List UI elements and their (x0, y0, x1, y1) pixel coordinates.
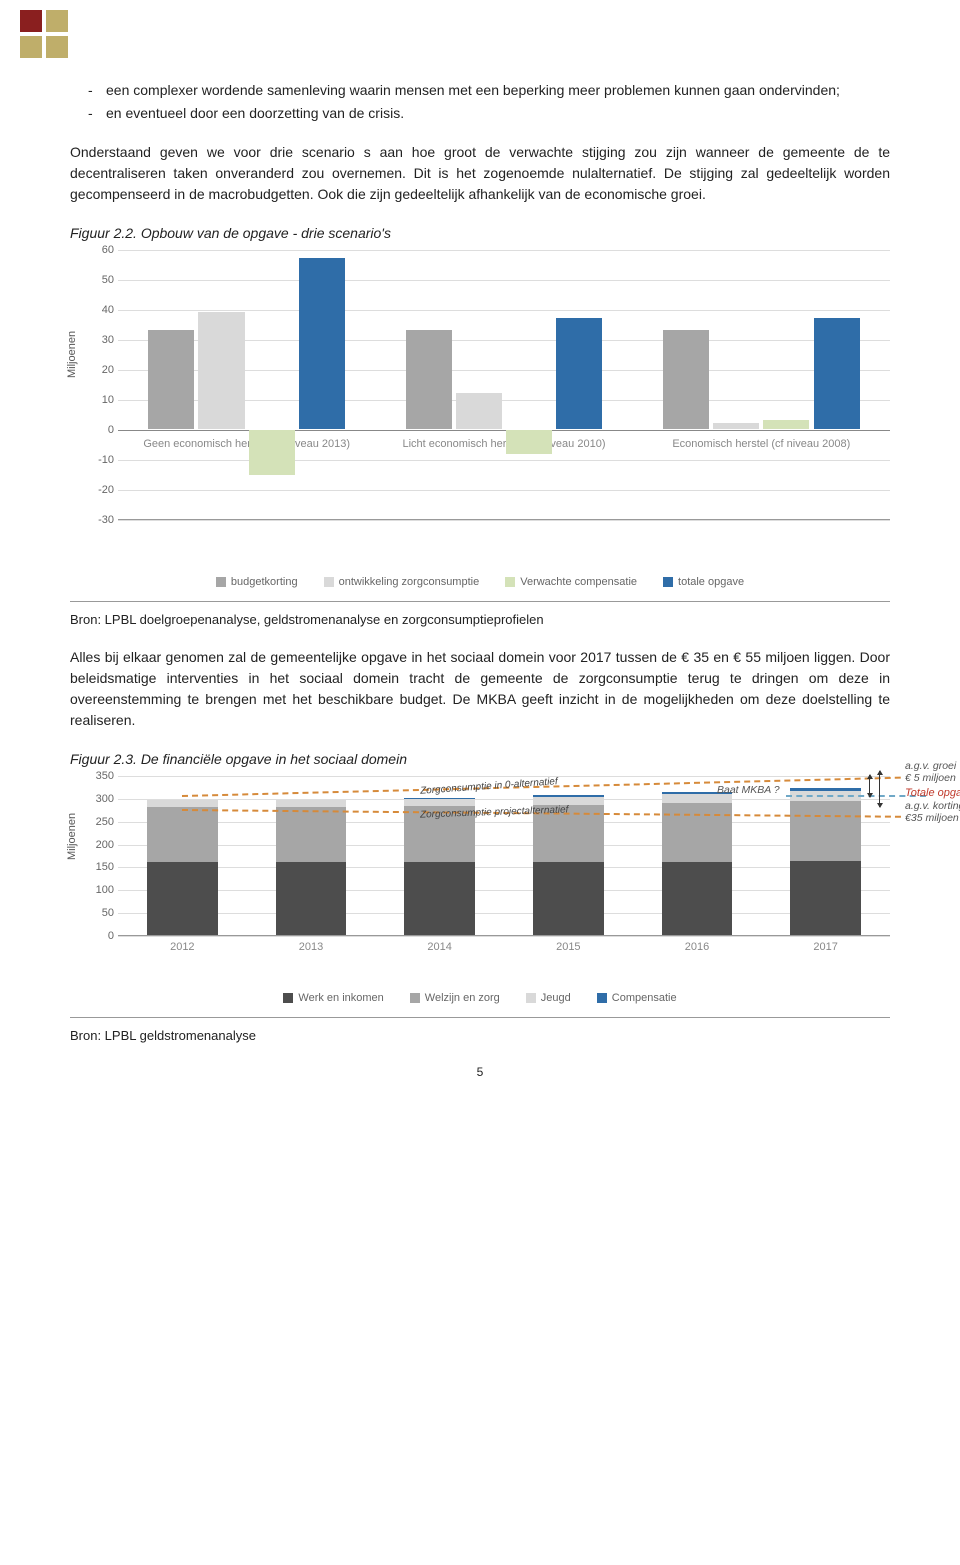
figure-2-3-title: Figuur 2.3. De financiële opgave in het … (70, 749, 890, 770)
source-2: Bron: LPBL geldstromenanalyse (70, 1026, 890, 1046)
bullet-1: een complexer wordende samenleving waari… (106, 80, 840, 101)
chart-2-2: Miljoenen -30-20-100102030405060Geen eco… (70, 250, 890, 570)
chart-2-3: Miljoenen 050100150200250300350201220132… (70, 776, 890, 986)
figure-2-2-title: Figuur 2.2. Opbouw van de opgave - drie … (70, 223, 890, 244)
chart2-ylabel: Miljoenen (64, 813, 81, 860)
source-1: Bron: LPBL doelgroepenanalyse, geldstrom… (70, 610, 890, 630)
rule-2 (70, 1017, 890, 1018)
chart1-legend: budgetkortingontwikkeling zorgconsumptie… (70, 574, 890, 591)
paragraph-1: Onderstaand geven we voor drie scenario … (70, 142, 890, 205)
bullet-list: -een complexer wordende samenleving waar… (88, 80, 890, 124)
chart1-ylabel: Miljoenen (64, 331, 81, 378)
paragraph-2: Alles bij elkaar genomen zal de gemeente… (70, 647, 890, 731)
logo (20, 10, 70, 60)
rule-1 (70, 601, 890, 602)
chart2-legend: Werk en inkomenWelzijn en zorgJeugdCompe… (70, 990, 890, 1007)
page-number: 5 (70, 1063, 890, 1081)
bullet-2: en eventueel door een doorzetting van de… (106, 103, 404, 124)
